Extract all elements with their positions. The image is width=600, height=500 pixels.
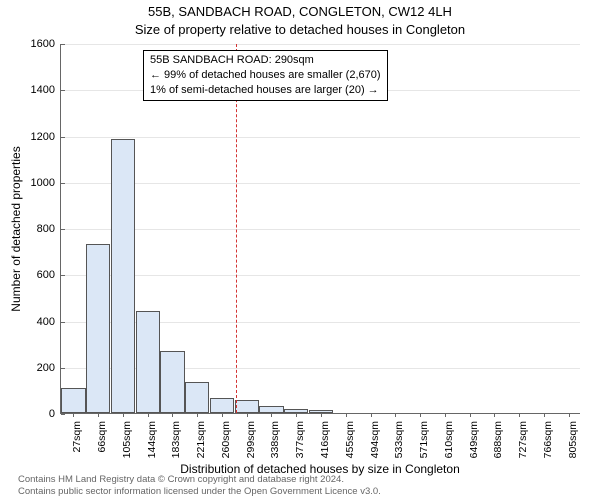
y-tick: 200 [37,362,61,374]
x-tick: 571sqm [420,368,434,413]
x-tick-mark [569,413,570,417]
x-tick-mark [98,413,99,417]
x-tick: 805sqm [569,368,583,413]
x-tick-mark [321,413,322,417]
y-tick: 1400 [31,84,61,96]
x-tick: 688sqm [494,368,508,413]
x-tick-mark [420,413,421,417]
gridline [61,229,580,230]
y-axis-label-container: Number of detached properties [6,44,26,414]
x-tick-mark [371,413,372,417]
annotation-line2: ← 99% of detached houses are smaller (2,… [150,68,381,83]
x-tick-mark [197,413,198,417]
y-tick: 1600 [31,38,61,50]
y-tick: 1000 [31,177,61,189]
y-tick: 600 [37,269,61,281]
title-address: 55B, SANDBACH ROAD, CONGLETON, CW12 4LH [0,4,600,19]
y-tick: 0 [49,408,61,420]
x-tick: 455sqm [346,368,360,413]
x-tick-mark [346,413,347,417]
chart-container: 55B, SANDBACH ROAD, CONGLETON, CW12 4LH … [0,0,600,500]
gridline [61,275,580,276]
x-tick: 766sqm [544,368,558,413]
gridline [61,183,580,184]
x-tick-mark [445,413,446,417]
x-tick-mark [296,413,297,417]
x-tick-mark [73,413,74,417]
gridline [61,137,580,138]
gridline [61,44,580,45]
x-tick-mark [544,413,545,417]
y-tick: 1200 [31,131,61,143]
footer-line1: Contains HM Land Registry data © Crown c… [18,474,381,486]
y-axis-label: Number of detached properties [9,146,23,311]
x-tick-mark [271,413,272,417]
x-tick: 416sqm [321,368,335,413]
x-tick-mark [123,413,124,417]
x-tick-mark [395,413,396,417]
x-tick: 610sqm [445,368,459,413]
y-tick: 400 [37,316,61,328]
x-tick: 533sqm [395,368,409,413]
x-tick: 494sqm [371,368,385,413]
x-tick-mark [148,413,149,417]
x-tick-mark [222,413,223,417]
x-tick-mark [470,413,471,417]
x-tick: 727sqm [519,368,533,413]
y-tick: 800 [37,223,61,235]
annotation-line1: 55B SANDBACH ROAD: 290sqm [150,53,381,68]
x-tick: 338sqm [271,368,285,413]
x-tick-mark [494,413,495,417]
x-tick-mark [172,413,173,417]
title-subtitle: Size of property relative to detached ho… [0,22,600,37]
annotation-line3: 1% of semi-detached houses are larger (2… [150,83,381,98]
x-tick-mark [247,413,248,417]
x-tick: 649sqm [470,368,484,413]
x-tick: 377sqm [296,368,310,413]
plot-area: 0200400600800100012001400160027sqm66sqm1… [60,44,580,414]
x-tick-mark [519,413,520,417]
footer-attribution: Contains HM Land Registry data © Crown c… [18,474,381,498]
annotation-box: 55B SANDBACH ROAD: 290sqm ← 99% of detac… [143,50,388,101]
footer-line2: Contains public sector information licen… [18,486,381,498]
